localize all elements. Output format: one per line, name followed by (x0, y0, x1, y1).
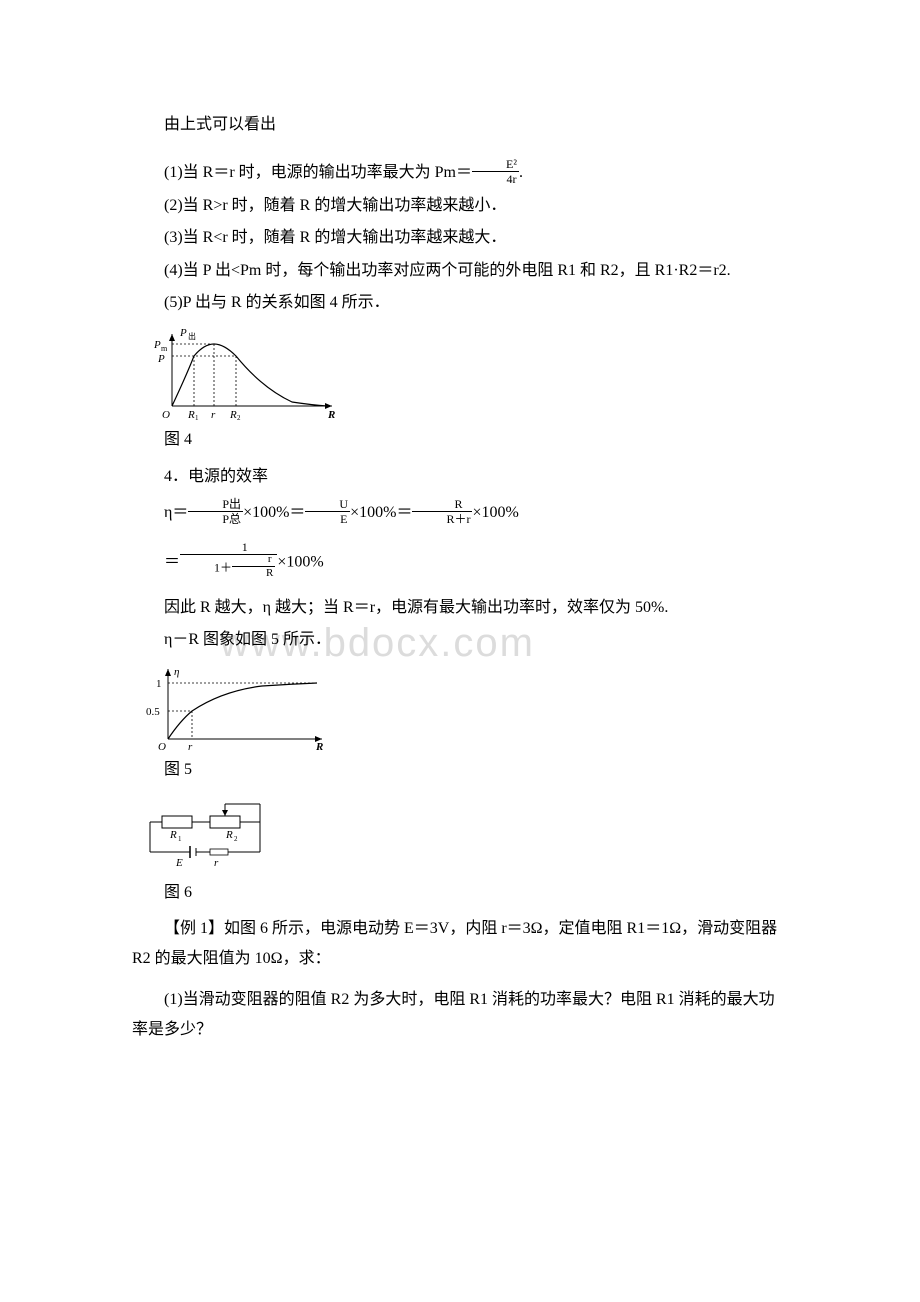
svg-text:P: P (157, 353, 165, 365)
figure-4-caption: 图 4 (132, 425, 788, 455)
svg-text:r: r (211, 409, 216, 421)
svg-text:1: 1 (156, 678, 162, 690)
svg-text:R: R (327, 409, 335, 421)
svg-text:P: P (179, 327, 187, 339)
example-1: 【例 1】如图 6 所示，电源电动势 E＝3V，内阻 r＝3Ω，定值电阻 R1＝… (132, 914, 788, 975)
svg-text:R: R (169, 829, 177, 841)
svg-text:R: R (315, 741, 323, 751)
svg-text:η: η (174, 666, 179, 678)
point-3: (3)当 R<r 时，随着 R 的增大输出功率越来越大． (132, 223, 788, 253)
figure-6: R 1 R 2 E r (132, 794, 788, 874)
svg-text:r: r (214, 857, 219, 869)
frac-nested: 1 1＋rR (180, 541, 277, 581)
figure-4: P 出 P m P O R 1 r R 2 R (132, 326, 788, 421)
frac-pout-ptot: P出P总 (188, 498, 243, 525)
point-1-text-a: (1)当 R＝r 时，电源的输出功率最大为 Pm＝ (164, 164, 472, 181)
figure-5: η 1 0.5 O r R (132, 663, 788, 751)
point-1: (1)当 R＝r 时，电源的输出功率最大为 Pm＝E²4r. (132, 158, 788, 188)
svg-text:m: m (161, 344, 168, 353)
figure-6-caption: 图 6 (132, 878, 788, 908)
section-4-title: 4．电源的效率 (132, 462, 788, 492)
svg-text:1: 1 (195, 414, 199, 421)
svg-text:2: 2 (234, 835, 238, 843)
svg-text:2: 2 (237, 414, 241, 421)
eta-graph-ref: η－R 图象如图 5 所示． (132, 625, 788, 655)
frac-u-e: UE (305, 498, 350, 525)
svg-text:O: O (158, 741, 166, 751)
svg-text:1: 1 (178, 835, 182, 843)
svg-text:出: 出 (188, 331, 196, 341)
eta-equation-1: η＝P出P总×100%＝UE×100%＝RR＋r×100% (132, 498, 788, 528)
svg-text:R: R (225, 829, 233, 841)
svg-text:E: E (175, 857, 183, 869)
point-4: (4)当 P 出<Pm 时，每个输出功率对应两个可能的外电阻 R1 和 R2，且… (132, 256, 788, 286)
eta-explain: 因此 R 越大，η 越大；当 R＝r，电源有最大输出功率时，效率仅为 50%. (132, 593, 788, 623)
eta-equation-2: ＝ 1 1＋rR ×100% (132, 543, 788, 583)
question-1: (1)当滑动变阻器的阻值 R2 为多大时，电阻 R1 消耗的功率最大？电阻 R1… (132, 985, 788, 1046)
svg-text:r: r (188, 741, 193, 751)
svg-text:R: R (229, 409, 237, 421)
svg-text:R: R (187, 409, 195, 421)
svg-text:P: P (153, 339, 161, 351)
point-2: (2)当 R>r 时，随着 R 的增大输出功率越来越小． (132, 191, 788, 221)
point-1-text-b: . (519, 164, 523, 181)
intro-line: 由上式可以看出 (132, 110, 788, 140)
figure-5-caption: 图 5 (132, 755, 788, 785)
svg-text:0.5: 0.5 (146, 706, 160, 718)
frac-pm: E²4r (472, 158, 519, 185)
svg-text:O: O (162, 409, 170, 421)
frac-r-rplus: RR＋r (412, 498, 472, 525)
point-5: (5)P 出与 R 的关系如图 4 所示． (132, 288, 788, 318)
